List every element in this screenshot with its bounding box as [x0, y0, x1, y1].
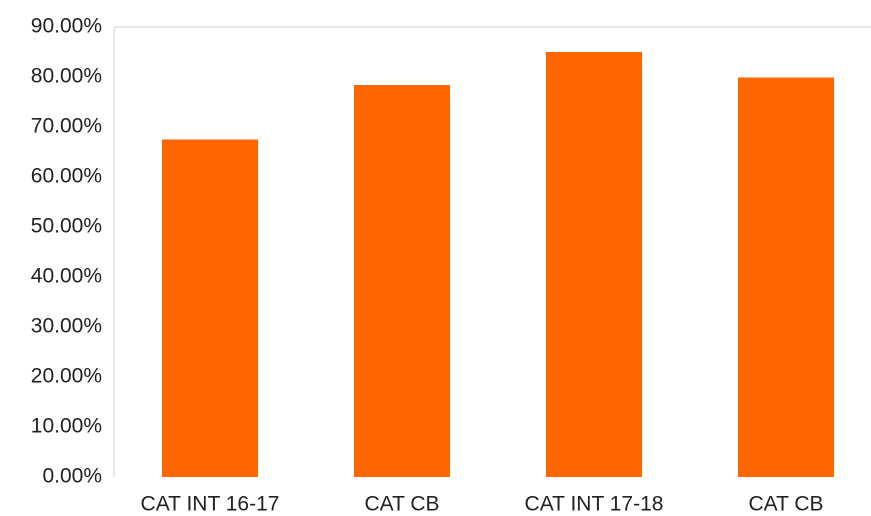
y-tick-label: 70.00% [31, 115, 102, 138]
y-tick-label: 20.00% [31, 365, 102, 388]
bar [162, 139, 258, 477]
bar [546, 52, 642, 477]
y-tick-label: 80.00% [31, 65, 102, 88]
y-tick-label: 40.00% [31, 265, 102, 288]
x-tick-label: CAT CB [748, 493, 823, 516]
bar [354, 85, 450, 477]
y-tick-label: 50.00% [31, 215, 102, 238]
x-tick-label: CAT CB [364, 493, 439, 516]
y-tick-label: 0.00% [42, 465, 102, 488]
x-tick-label: CAT INT 16-17 [141, 493, 280, 516]
bar [738, 77, 834, 477]
y-tick-label: 30.00% [31, 315, 102, 338]
x-tick-label: CAT INT 17-18 [525, 493, 664, 516]
y-tick-label: 90.00% [31, 15, 102, 38]
y-tick-label: 10.00% [31, 415, 102, 438]
y-tick-label: 60.00% [31, 165, 102, 188]
